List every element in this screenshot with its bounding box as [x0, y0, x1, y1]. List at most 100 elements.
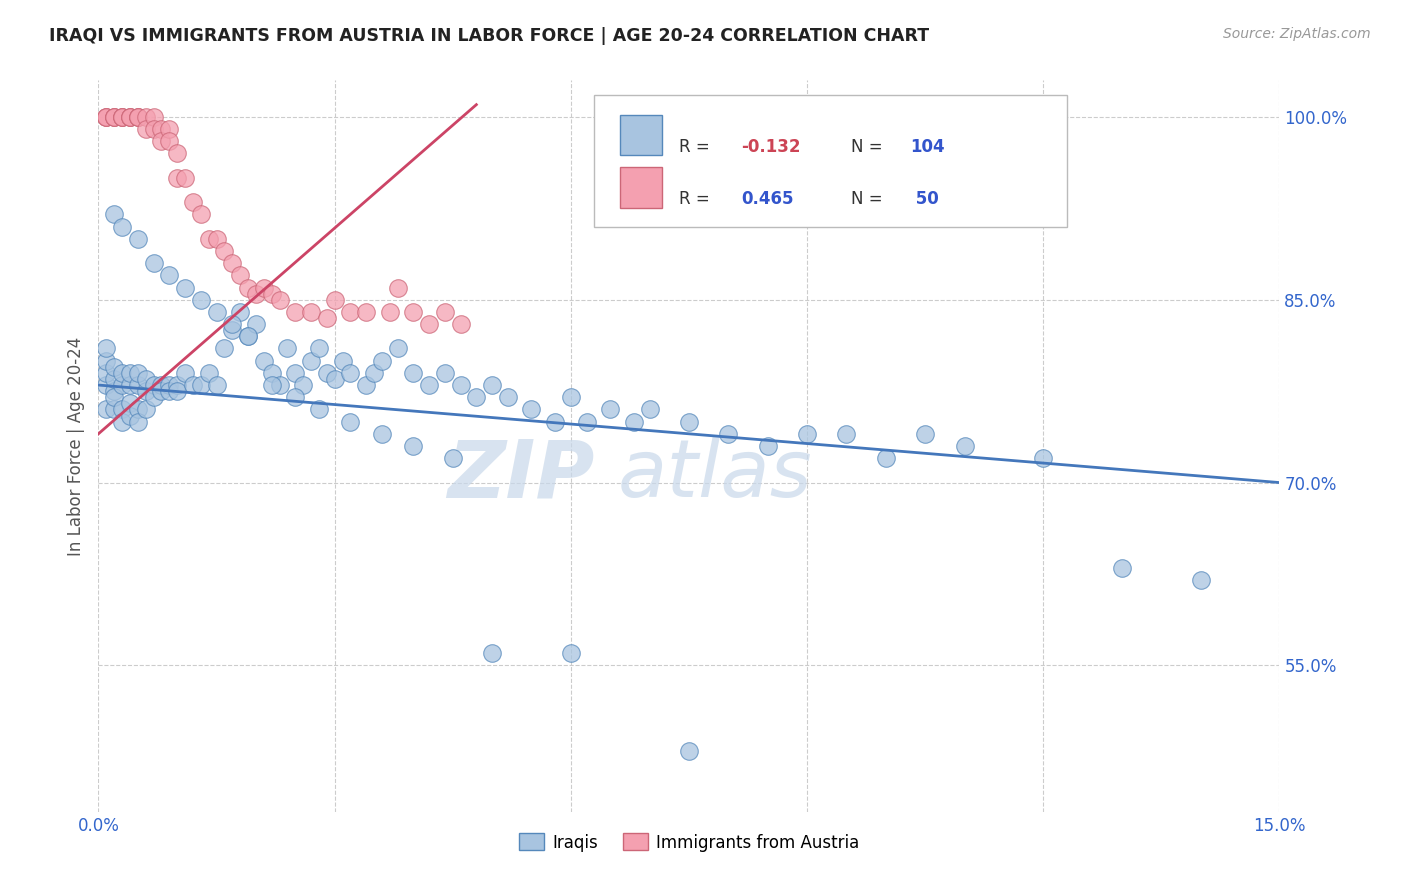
- Point: [260, 286, 283, 301]
- Point: [236, 280, 259, 294]
- Text: R =: R =: [679, 137, 716, 156]
- Point: [118, 409, 141, 423]
- Point: [623, 415, 645, 429]
- Text: 104: 104: [910, 137, 945, 156]
- Point: [363, 366, 385, 380]
- Point: [135, 402, 157, 417]
- Point: [481, 646, 503, 660]
- Point: [953, 439, 976, 453]
- Point: [796, 426, 818, 441]
- Point: [174, 170, 197, 185]
- Point: [96, 378, 118, 392]
- Point: [103, 110, 125, 124]
- Point: [96, 366, 118, 380]
- Point: [308, 402, 330, 417]
- Point: [181, 195, 204, 210]
- Point: [157, 122, 180, 136]
- Point: [127, 366, 149, 380]
- Point: [103, 207, 125, 221]
- Point: [190, 293, 212, 307]
- Point: [103, 110, 125, 124]
- Point: [127, 232, 149, 246]
- Point: [371, 426, 394, 441]
- Point: [205, 378, 228, 392]
- Point: [299, 353, 322, 368]
- Text: -0.132: -0.132: [741, 137, 800, 156]
- Point: [520, 402, 543, 417]
- Point: [111, 366, 134, 380]
- Point: [245, 317, 267, 331]
- Y-axis label: In Labor Force | Age 20-24: In Labor Force | Age 20-24: [66, 336, 84, 556]
- Point: [166, 170, 188, 185]
- Point: [387, 280, 409, 294]
- Point: [157, 134, 180, 148]
- Point: [299, 305, 322, 319]
- Point: [245, 286, 267, 301]
- Point: [418, 317, 440, 331]
- Point: [378, 305, 401, 319]
- Point: [150, 384, 173, 399]
- Point: [127, 402, 149, 417]
- Text: 0.465: 0.465: [741, 190, 793, 209]
- Point: [150, 134, 173, 148]
- Point: [638, 402, 661, 417]
- Point: [111, 219, 134, 234]
- FancyBboxPatch shape: [620, 168, 662, 208]
- Point: [450, 317, 472, 331]
- Text: IRAQI VS IMMIGRANTS FROM AUSTRIA IN LABOR FORCE | AGE 20-24 CORRELATION CHART: IRAQI VS IMMIGRANTS FROM AUSTRIA IN LABO…: [49, 27, 929, 45]
- Point: [96, 353, 118, 368]
- Point: [135, 372, 157, 386]
- Point: [481, 378, 503, 392]
- Point: [354, 305, 377, 319]
- Point: [214, 342, 236, 356]
- Point: [260, 366, 283, 380]
- Point: [197, 232, 219, 246]
- Point: [560, 390, 582, 404]
- Point: [118, 110, 141, 124]
- Point: [402, 305, 425, 319]
- Point: [174, 366, 197, 380]
- Point: [166, 378, 188, 392]
- Point: [111, 402, 134, 417]
- Point: [166, 146, 188, 161]
- Text: atlas: atlas: [619, 436, 813, 515]
- Point: [166, 384, 188, 399]
- Point: [560, 646, 582, 660]
- Point: [269, 378, 291, 392]
- Point: [127, 378, 149, 392]
- Point: [575, 415, 598, 429]
- Point: [323, 372, 346, 386]
- Point: [142, 378, 165, 392]
- Point: [214, 244, 236, 258]
- Point: [717, 426, 740, 441]
- Point: [221, 323, 243, 337]
- Point: [599, 402, 621, 417]
- Point: [339, 366, 361, 380]
- Point: [142, 256, 165, 270]
- Point: [678, 744, 700, 758]
- Point: [1032, 451, 1054, 466]
- Text: ZIP: ZIP: [447, 436, 595, 515]
- Point: [315, 311, 337, 326]
- Point: [118, 366, 141, 380]
- Point: [323, 293, 346, 307]
- Point: [197, 366, 219, 380]
- Point: [96, 342, 118, 356]
- Point: [190, 207, 212, 221]
- Point: [127, 110, 149, 124]
- Point: [371, 353, 394, 368]
- Point: [914, 426, 936, 441]
- Point: [221, 317, 243, 331]
- Point: [205, 305, 228, 319]
- Point: [339, 305, 361, 319]
- Point: [150, 378, 173, 392]
- Point: [276, 342, 298, 356]
- Point: [135, 122, 157, 136]
- Point: [284, 366, 307, 380]
- Point: [157, 378, 180, 392]
- Point: [253, 280, 276, 294]
- Point: [496, 390, 519, 404]
- Legend: Iraqis, Immigrants from Austria: Iraqis, Immigrants from Austria: [512, 827, 866, 858]
- Point: [433, 305, 456, 319]
- Point: [253, 353, 276, 368]
